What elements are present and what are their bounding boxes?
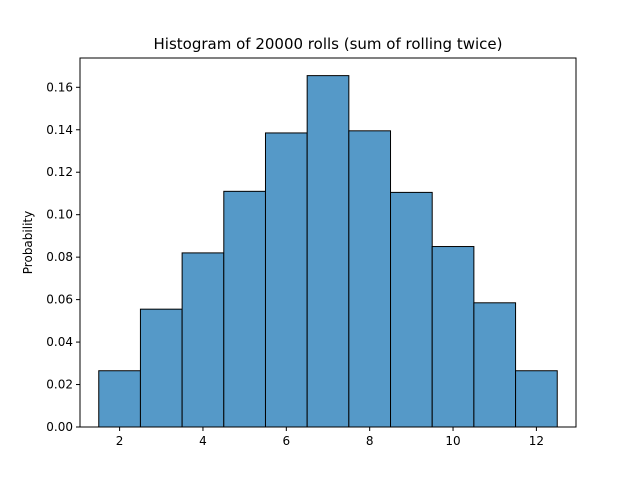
x-tick-label: 2 — [116, 434, 124, 448]
y-tick-label: 0.12 — [46, 165, 73, 179]
y-tick-label: 0.00 — [46, 420, 73, 434]
histogram-bar — [264, 132, 308, 428]
histogram-bar — [181, 252, 225, 428]
histogram-bar — [223, 190, 266, 428]
histogram-bar — [98, 370, 141, 428]
y-tick-label: 0.02 — [46, 378, 73, 392]
histogram-bar — [515, 370, 558, 428]
y-tick-label: 0.16 — [46, 80, 73, 94]
y-tick-label: 0.10 — [46, 208, 73, 222]
histogram-bar — [390, 191, 433, 428]
plot-area-frame — [79, 57, 577, 428]
x-tick-label: 10 — [445, 434, 460, 448]
y-tick-label: 0.06 — [46, 293, 73, 307]
y-tick-label: 0.14 — [46, 123, 73, 137]
x-axis: 2 4 6 8 10 12 — [116, 427, 544, 448]
bars-group — [98, 75, 558, 428]
x-tick-label: 6 — [282, 434, 290, 448]
y-tick-label: 0.08 — [46, 250, 73, 264]
y-axis: 0.00 0.02 0.04 0.06 0.08 0.10 0.12 0.14 0.16 — [46, 80, 80, 434]
x-tick-label: 8 — [366, 434, 374, 448]
histogram-bar — [473, 302, 517, 428]
histogram-bar — [306, 75, 350, 428]
histogram-bar — [431, 246, 475, 428]
y-axis-label: Probability — [21, 211, 35, 274]
chart-title: Histogram of 20000 rolls (sum of rolling… — [154, 35, 503, 53]
x-tick-label: 12 — [529, 434, 544, 448]
x-tick-label: 4 — [199, 434, 207, 448]
histogram-bar — [348, 130, 392, 428]
y-tick-label: 0.04 — [46, 335, 73, 349]
histogram-bar — [139, 308, 183, 428]
